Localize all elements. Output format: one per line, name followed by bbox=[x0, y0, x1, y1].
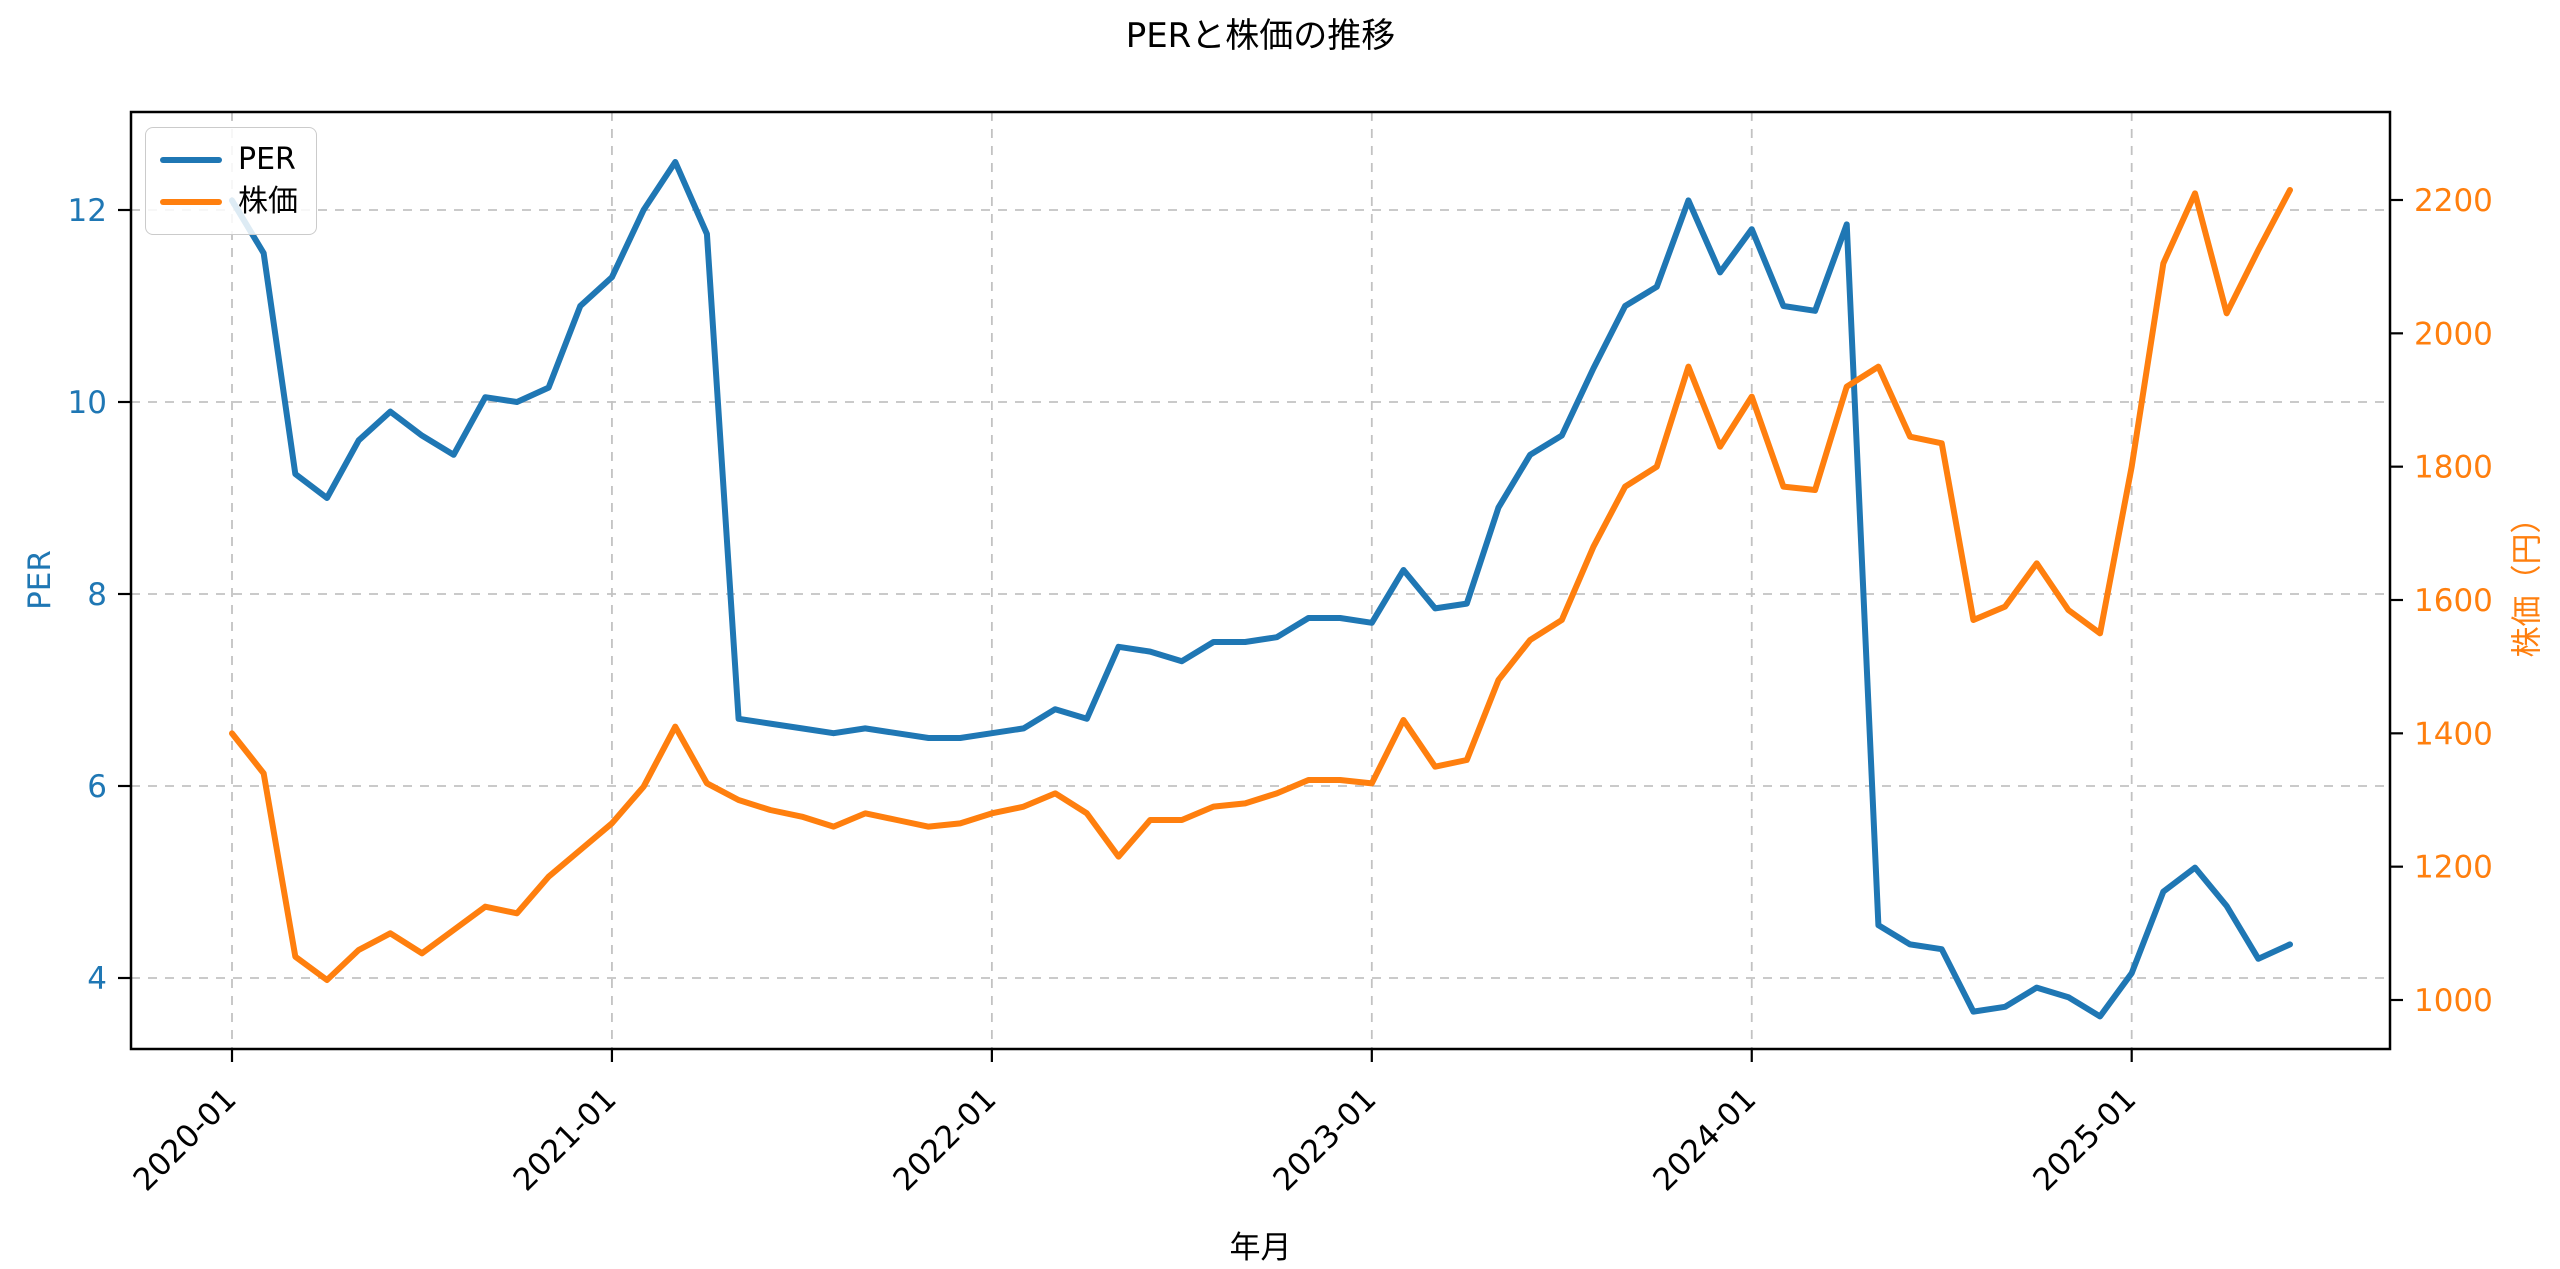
legend-item-stock: 株価 bbox=[160, 181, 298, 223]
xtick-label-2023-01: 2023-01 bbox=[1266, 1081, 1383, 1198]
y-axis-label-left: PER bbox=[22, 550, 58, 610]
xtick-label-2020-01: 2020-01 bbox=[127, 1081, 244, 1198]
plot-border bbox=[129, 110, 2392, 1051]
ytick-label-right-1400: 1400 bbox=[2414, 716, 2493, 752]
xtick-label-2022-01: 2022-01 bbox=[886, 1081, 1003, 1198]
ytick-label-left-12: 12 bbox=[68, 193, 107, 229]
legend-item-per: PER bbox=[160, 139, 298, 181]
xtick-label-2024-01: 2024-01 bbox=[1646, 1081, 1763, 1198]
ytick-label-left-8: 8 bbox=[87, 577, 107, 613]
xtick-label-2021-01: 2021-01 bbox=[507, 1081, 624, 1198]
xtick-label-2025-01: 2025-01 bbox=[2026, 1081, 2143, 1198]
stock-line bbox=[229, 187, 2293, 983]
legend: PER 株価 bbox=[145, 127, 317, 235]
stock-line-swatch bbox=[160, 199, 222, 205]
chart-title: PERと株価の推移 bbox=[1125, 16, 1396, 56]
x-axis-label: 年月 bbox=[1229, 1230, 1292, 1266]
ytick-label-right-1200: 1200 bbox=[2414, 850, 2493, 886]
ytick-label-right-1800: 1800 bbox=[2414, 450, 2493, 486]
ytick-label-right-1600: 1600 bbox=[2414, 583, 2493, 619]
ytick-label-right-1000: 1000 bbox=[2414, 983, 2493, 1019]
per-line-swatch bbox=[160, 157, 222, 163]
legend-label-per: PER bbox=[238, 142, 296, 177]
ytick-label-left-4: 4 bbox=[87, 961, 107, 997]
ytick-label-right-2200: 2200 bbox=[2414, 183, 2493, 219]
y-axis-label-right: 株価（円） bbox=[2509, 502, 2546, 658]
ytick-label-left-10: 10 bbox=[68, 385, 107, 421]
ytick-label-right-2000: 2000 bbox=[2414, 316, 2493, 352]
legend-label-stock: 株価 bbox=[238, 184, 298, 219]
ytick-label-left-6: 6 bbox=[87, 769, 107, 805]
per-line bbox=[229, 159, 2293, 1020]
